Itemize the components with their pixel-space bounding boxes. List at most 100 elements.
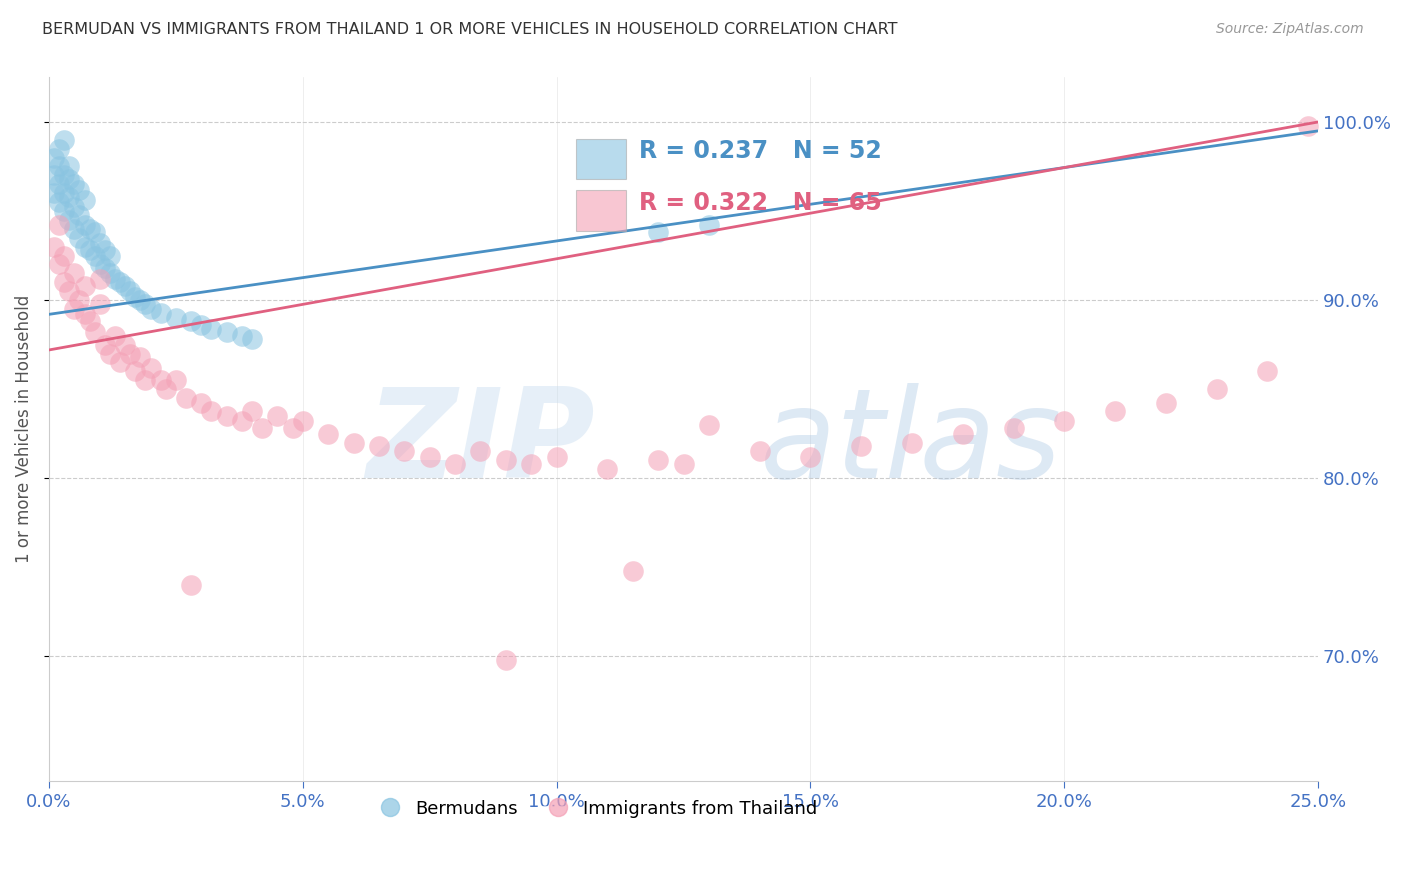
Point xyxy=(250,421,273,435)
Point xyxy=(697,219,720,233)
Point xyxy=(342,435,364,450)
Point xyxy=(495,653,517,667)
Point xyxy=(58,213,80,227)
Point xyxy=(53,248,76,262)
Point xyxy=(53,169,76,183)
Point xyxy=(120,284,142,298)
Point xyxy=(952,426,974,441)
Point xyxy=(419,450,441,464)
Point xyxy=(53,204,76,219)
Point xyxy=(48,195,70,210)
Point xyxy=(134,373,156,387)
Point xyxy=(58,190,80,204)
Point xyxy=(42,240,65,254)
Text: R = 0.322   N = 65: R = 0.322 N = 65 xyxy=(640,192,882,215)
Point xyxy=(190,318,212,332)
Point xyxy=(316,426,339,441)
Point xyxy=(1205,382,1227,396)
Point xyxy=(1053,414,1076,428)
Point xyxy=(58,172,80,186)
Point xyxy=(647,226,669,240)
Point xyxy=(79,244,101,258)
Bar xyxy=(575,138,627,179)
Point xyxy=(53,275,76,289)
Text: Source: ZipAtlas.com: Source: ZipAtlas.com xyxy=(1216,22,1364,37)
Point xyxy=(215,325,238,339)
Point xyxy=(104,271,127,285)
Point xyxy=(83,325,105,339)
Point xyxy=(165,310,187,325)
Point xyxy=(48,142,70,156)
Y-axis label: 1 or more Vehicles in Household: 1 or more Vehicles in Household xyxy=(15,295,32,564)
Point xyxy=(98,346,121,360)
Point xyxy=(672,457,695,471)
Point xyxy=(231,328,253,343)
Point xyxy=(73,194,96,208)
Point xyxy=(42,169,65,183)
Point xyxy=(48,178,70,192)
Point xyxy=(53,186,76,201)
Point xyxy=(63,222,86,236)
Point xyxy=(200,403,222,417)
Text: atlas: atlas xyxy=(759,383,1062,504)
Point xyxy=(139,301,162,316)
Point xyxy=(1154,396,1177,410)
Point xyxy=(73,307,96,321)
Point xyxy=(89,271,111,285)
Point xyxy=(851,439,873,453)
Point xyxy=(108,355,131,369)
Point xyxy=(470,444,492,458)
Point xyxy=(120,346,142,360)
Point xyxy=(240,332,263,346)
Point xyxy=(495,453,517,467)
Point xyxy=(94,244,117,258)
Point xyxy=(520,457,543,471)
Point xyxy=(73,278,96,293)
Point xyxy=(129,350,152,364)
Point xyxy=(53,133,76,147)
Point xyxy=(83,248,105,262)
Point xyxy=(129,293,152,307)
Point xyxy=(48,160,70,174)
Point xyxy=(98,248,121,262)
Point xyxy=(596,462,619,476)
Point xyxy=(94,260,117,275)
Point xyxy=(368,439,391,453)
Point xyxy=(174,391,197,405)
Point xyxy=(139,360,162,375)
Point xyxy=(108,275,131,289)
Point xyxy=(1296,119,1319,133)
Point xyxy=(58,160,80,174)
Point xyxy=(748,444,770,458)
Point xyxy=(180,578,202,592)
Point xyxy=(155,382,177,396)
Point xyxy=(165,373,187,387)
Point xyxy=(1002,421,1025,435)
Point xyxy=(231,414,253,428)
Bar xyxy=(575,190,627,231)
Point xyxy=(48,257,70,271)
Point xyxy=(67,231,90,245)
Point xyxy=(799,450,821,464)
Point xyxy=(89,257,111,271)
Point xyxy=(83,226,105,240)
Point xyxy=(104,328,127,343)
Point xyxy=(63,266,86,280)
Point xyxy=(73,219,96,233)
Point xyxy=(89,296,111,310)
Point xyxy=(647,453,669,467)
Point xyxy=(266,409,288,423)
Point xyxy=(240,403,263,417)
Point xyxy=(134,296,156,310)
Point xyxy=(63,178,86,192)
Point xyxy=(67,293,90,307)
Point xyxy=(621,564,644,578)
Point xyxy=(63,301,86,316)
Point xyxy=(42,151,65,165)
Point xyxy=(73,240,96,254)
Point xyxy=(444,457,467,471)
Text: ZIP: ZIP xyxy=(366,383,595,504)
Point xyxy=(697,417,720,432)
Point xyxy=(291,414,314,428)
Text: R = 0.237   N = 52: R = 0.237 N = 52 xyxy=(640,139,882,163)
